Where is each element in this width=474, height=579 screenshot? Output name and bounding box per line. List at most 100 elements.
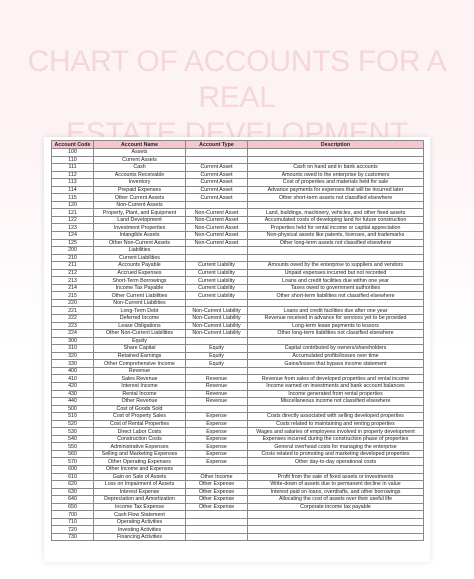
account-name-cell: Cash Flow Statement [93,510,186,519]
table-row: 123 Investment Properties Non-Current Asse… [51,223,424,232]
table-body: 100 Assets 110 Current Assets 111 Cash Current… [51,148,424,542]
account-type-cell: Current Liability [185,276,248,285]
account-type-cell: Non-Current Liability [185,314,248,323]
account-name-cell: Assets [93,148,186,157]
account-name-cell: Other Current Liabilities [93,291,186,300]
table-row: 221 Long-Term Debt Non-Current Liability Lo… [51,306,424,316]
account-type-cell: Equity [185,344,248,353]
table-row: 530 Direct Labor Costs Expense Wages and sa… [51,427,424,436]
description-cell: Advance payments for expenses that will … [247,185,424,195]
account-code-cell: 500 [51,404,94,414]
description-cell [247,200,424,210]
account-name-cell: Share Capital [93,344,186,353]
account-code-cell: 560 [51,449,94,459]
account-code-cell: 125 [51,238,94,248]
account-type-cell: Expense [185,412,248,421]
table-row: 113 Inventory Current Asset Cost of propert… [51,178,424,187]
description-cell: Other long-term assets not classified el… [247,238,424,248]
account-code-cell: 510 [51,412,94,421]
description-cell [247,253,424,263]
description-cell: Revenue from sales of developed properti… [247,374,424,383]
account-code-cell: 530 [51,427,94,436]
account-code-cell: 212 [51,268,94,278]
table-row: 700 Cash Flow Statement [51,510,424,519]
accounts-sheet: Account Code Account Name Account Type D… [44,137,430,562]
header-description: Description [247,140,424,149]
table-row: 640 Depreciation and Amortization Other Ex… [51,495,424,504]
account-type-cell: Other Expense [185,495,248,504]
account-code-cell: 122 [51,215,94,225]
table-row: 650 Income Tax Expense Other Expense Corpor… [51,502,424,512]
account-type-cell: Expense [185,434,248,444]
account-name-cell: Selling and Marketing Expenses [93,449,186,459]
description-cell: Other short-term assets not classified e… [247,193,424,202]
account-code-cell: 520 [51,419,94,429]
header-account-name: Account Name [93,140,186,149]
account-type-cell: Equity [185,351,248,361]
account-code-cell: 300 [51,336,94,346]
account-name-cell: Income Tax Payable [93,283,186,293]
description-cell [247,298,424,308]
table-row: 121 Property, Plant, and Equipment Non-Cur… [51,208,424,217]
account-type-cell: Expense [185,442,248,451]
account-code-cell: 610 [51,472,94,482]
account-name-cell: Revenue [93,366,186,376]
table-row: 213 Short-Term Borrowings Current Liabilit… [51,276,424,285]
account-type-cell: Current Asset [185,170,248,180]
account-type-cell [185,464,248,474]
description-cell [247,510,424,519]
account-name-cell: Liabilities [93,246,186,255]
table-row: 224 Other Non-Current Liabilities Non-Curr… [51,329,424,338]
account-name-cell: Other Comprehensive Income [93,359,186,368]
account-code-cell: 570 [51,457,94,466]
table-row: 210 Current Liabilities [51,253,424,263]
account-code-cell: 114 [51,185,94,195]
description-cell: Accumulated costs of developing land for… [247,215,424,225]
account-name-cell: Other Non-Current Liabilities [93,329,186,338]
account-type-cell: Revenue [185,389,248,399]
account-type-cell: Expense [185,457,248,466]
account-name-cell: Investing Activities [93,525,186,534]
title-line-1: CHART OF ACCOUNTS FOR A REAL [27,45,447,114]
account-name-cell: Accrued Expenses [93,268,186,278]
description-cell: Capital contributed by owners/shareholde… [247,344,424,353]
account-code-cell: 630 [51,487,94,497]
description-cell: Revenue received in advance for services… [247,314,424,323]
account-type-cell: Non-Current Liability [185,321,248,331]
account-code-cell: 440 [51,397,94,406]
table-row: 410 Sales Revenue Revenue Revenue from sale… [51,374,424,383]
table-row: 214 Income Tax Payable Current Liability Ta… [51,283,424,293]
account-code-cell: 112 [51,170,94,180]
table-row: 114 Prepaid Expenses Current Asset Advance … [51,185,424,195]
header-account-code: Account Code [51,140,94,149]
header-account-type: Account Type [185,140,248,149]
account-type-cell: Non-Current Liability [185,306,248,316]
account-name-cell: Other Current Assets [93,193,186,202]
account-code-cell: 550 [51,442,94,451]
account-type-cell: Current Liability [185,261,248,270]
description-cell: Income earned on investments and bank ac… [247,381,424,391]
description-cell [247,517,424,527]
account-code-cell: 115 [51,193,94,202]
account-code-cell: 400 [51,366,94,376]
account-code-cell: 330 [51,359,94,368]
table-row: 610 Gain on Sale of Assets Other Income Pro… [51,472,424,482]
account-code-cell: 410 [51,374,94,383]
description-cell: Other day-to-day operational costs [247,457,424,466]
account-code-cell: 211 [51,261,94,270]
account-code-cell: 121 [51,208,94,217]
table-row: 320 Retained Earnings Equity Accumulated pr… [51,351,424,361]
account-type-cell: Other Expense [185,502,248,512]
description-cell [247,336,424,346]
table-row: 420 Interest Income Revenue Income earned o… [51,381,424,391]
account-type-cell: Non-Current Asset [185,231,248,240]
account-code-cell: 650 [51,502,94,512]
account-type-cell: Current Asset [185,185,248,195]
account-name-cell: Rental Income [93,389,186,399]
account-code-cell: 430 [51,389,94,399]
table-row: 223 Lease Obligations Non-Current Liabilit… [51,321,424,331]
description-cell [247,366,424,376]
account-type-cell: Non-Current Asset [185,223,248,232]
table-row: 510 Cost of Property Sales Expense Costs di… [51,412,424,421]
account-name-cell: Non-Current Assets [93,200,186,210]
